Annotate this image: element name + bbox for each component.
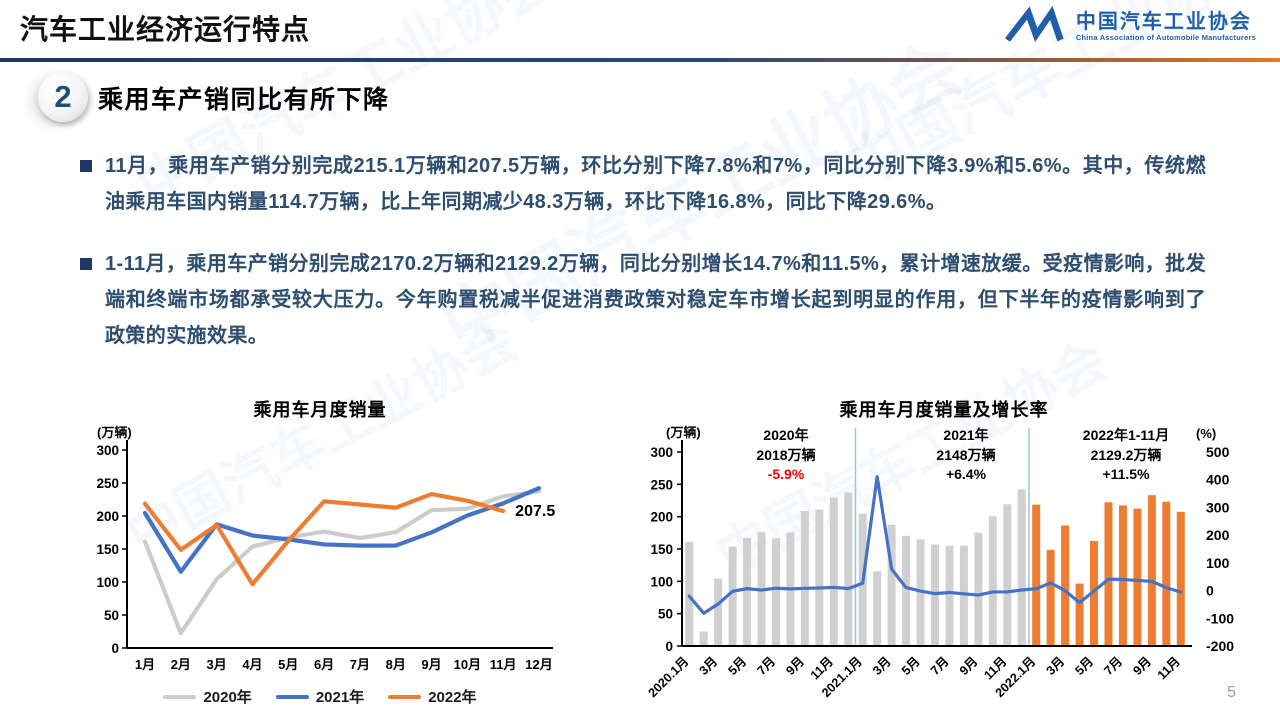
annotation-line: +11.5%: [1102, 466, 1150, 483]
svg-text:0: 0: [665, 639, 673, 654]
svg-text:250: 250: [650, 477, 673, 492]
legend-item: 2022年: [388, 686, 477, 707]
bullet-text: 11月，乘用车产销分别完成215.1万辆和207.5万辆，环比分别下降7.8%和…: [105, 155, 1206, 213]
svg-text:300: 300: [96, 443, 119, 458]
annotation-line: 2018万辆: [756, 446, 816, 463]
svg-text:5月: 5月: [726, 654, 750, 678]
svg-text:400: 400: [1206, 472, 1230, 488]
legend-swatch-icon: [275, 694, 309, 699]
bullet-list: 11月，乘用车产销分别完成215.1万辆和207.5万辆，环比分别下降7.8%和…: [80, 148, 1206, 380]
svg-text:3月: 3月: [697, 654, 721, 678]
annotation-line: 2021年: [943, 427, 989, 443]
chart2-left-unit: (万辆): [666, 425, 701, 440]
bullet-marker-icon: [80, 160, 92, 172]
svg-text:4月: 4月: [242, 657, 262, 672]
svg-text:-100: -100: [1206, 610, 1234, 626]
chart1-y-unit: (万辆): [97, 425, 132, 440]
legend-label: 2022年: [428, 689, 477, 706]
svg-text:5月: 5月: [278, 657, 298, 672]
annotation-line: -5.9%: [767, 466, 805, 483]
legend-swatch-icon: [388, 694, 422, 699]
svg-text:100: 100: [650, 574, 673, 589]
chart2-period-annotation: 2022年1-11月 2129.2万辆 +11.5%: [1083, 426, 1169, 485]
monthly-sales-growth-chart: 乘用车月度销量及增长率 (万辆) (%) 0 50 100 150 200 250 300-…: [618, 396, 1270, 716]
logo-name-cn: 中国汽车工业协会: [1075, 10, 1252, 33]
caam-logo: 中国汽车工业协会 China Association of Automobile…: [1004, 6, 1256, 46]
chart1-title: 乘用车月度销量: [253, 400, 387, 420]
header-divider: [0, 58, 1280, 62]
legend-swatch-icon: [163, 694, 197, 699]
svg-text:10月: 10月: [454, 657, 481, 672]
svg-text:7月: 7月: [350, 657, 370, 672]
svg-text:150: 150: [650, 542, 673, 557]
svg-text:6月: 6月: [314, 657, 334, 672]
annotation-line: 2129.2万辆: [1090, 446, 1162, 463]
svg-text:150: 150: [96, 542, 119, 557]
legend-item: 2020年: [163, 686, 252, 707]
svg-text:11月: 11月: [490, 657, 517, 672]
chart1-canvas: 0 50 100 150 200 250 300 1月 2月 3月 4月 5月 6月 7月 8月 9月 10月 1…: [96, 440, 555, 672]
chart2-period-annotation: 2020年 2018万辆 -5.9%: [756, 426, 815, 485]
svg-text:50: 50: [658, 607, 673, 622]
svg-text:9月: 9月: [783, 654, 807, 678]
svg-text:250: 250: [96, 476, 119, 491]
svg-text:2020.1月: 2020.1月: [646, 654, 692, 700]
svg-text:3月: 3月: [1044, 654, 1068, 678]
bullet-item: 1-11月，乘用车产销分别完成2170.2万辆和2129.2万辆，同比分别增长1…: [80, 246, 1206, 354]
svg-text:100: 100: [96, 575, 119, 590]
svg-text:11月: 11月: [1155, 654, 1183, 682]
page-number: 5: [1227, 684, 1236, 701]
annotation-line: 2022年1-11月: [1082, 427, 1170, 443]
svg-text:200: 200: [96, 509, 119, 524]
svg-text:7月: 7月: [928, 654, 952, 678]
chart2-canvas: 0 50 100 150 200 250 300 -200 -100 0 100 200 300 400 5…: [646, 428, 1234, 700]
svg-text:9月: 9月: [1130, 654, 1154, 678]
section-number: 2: [54, 79, 72, 114]
svg-text:9月: 9月: [421, 657, 441, 672]
svg-text:5月: 5月: [1072, 654, 1096, 678]
bullet-text: 1-11月，乘用车产销分别完成2170.2万辆和2129.2万辆，同比分别增长1…: [105, 253, 1206, 347]
svg-text:2月: 2月: [171, 657, 191, 672]
bullet-marker-icon: [80, 258, 92, 270]
svg-text:50: 50: [104, 608, 119, 623]
svg-text:0: 0: [1206, 583, 1214, 599]
svg-text:200: 200: [1206, 527, 1230, 543]
legend-item: 2021年: [275, 686, 365, 707]
svg-text:0: 0: [111, 641, 119, 656]
chart2-period-annotation: 2021年 2148万辆 +6.4%: [936, 426, 995, 485]
chart2-title: 乘用车月度销量及增长率: [839, 400, 1049, 420]
svg-text:7月: 7月: [754, 654, 778, 678]
svg-text:300: 300: [1206, 499, 1230, 515]
svg-text:100: 100: [1206, 555, 1230, 571]
bullet-item: 11月，乘用车产销分别完成215.1万辆和207.5万辆，环比分别下降7.8%和…: [80, 148, 1206, 220]
section-number-badge: 2: [38, 72, 88, 122]
svg-text:500: 500: [1206, 444, 1230, 460]
svg-text:300: 300: [650, 445, 673, 460]
chart1-legend: 2020年 2021年 2022年: [85, 686, 555, 707]
annotation-line: 2020年: [763, 427, 809, 443]
chart2-right-unit: (%): [1196, 426, 1217, 441]
svg-text:1月: 1月: [135, 657, 155, 672]
svg-text:12月: 12月: [525, 657, 552, 672]
logo-name-en: China Association of Automobile Manufact…: [1075, 32, 1256, 42]
svg-text:207.5: 207.5: [515, 503, 555, 520]
legend-label: 2021年: [315, 689, 365, 706]
annotation-line: 2148万辆: [936, 446, 996, 463]
legend-label: 2020年: [203, 689, 252, 706]
svg-text:3月: 3月: [870, 654, 894, 678]
annotation-line: +6.4%: [945, 466, 987, 483]
svg-text:5月: 5月: [899, 654, 923, 678]
svg-text:-200: -200: [1206, 638, 1234, 654]
logo-text: 中国汽车工业协会 China Association of Automobile…: [1076, 11, 1256, 42]
svg-text:7月: 7月: [1101, 654, 1125, 678]
svg-text:8月: 8月: [386, 657, 406, 672]
svg-text:3月: 3月: [207, 657, 227, 672]
section-heading: 乘用车产销同比有所下降: [98, 86, 390, 114]
svg-text:9月: 9月: [957, 654, 981, 678]
caam-logo-icon: [1004, 6, 1064, 43]
monthly-sales-line-chart: 乘用车月度销量 (万辆) 0 50 100 150 200 250 300 1月 2月 3月 4月 5…: [85, 396, 555, 710]
page-title: 汽车工业经济运行特点: [20, 14, 311, 45]
svg-text:200: 200: [650, 510, 673, 525]
